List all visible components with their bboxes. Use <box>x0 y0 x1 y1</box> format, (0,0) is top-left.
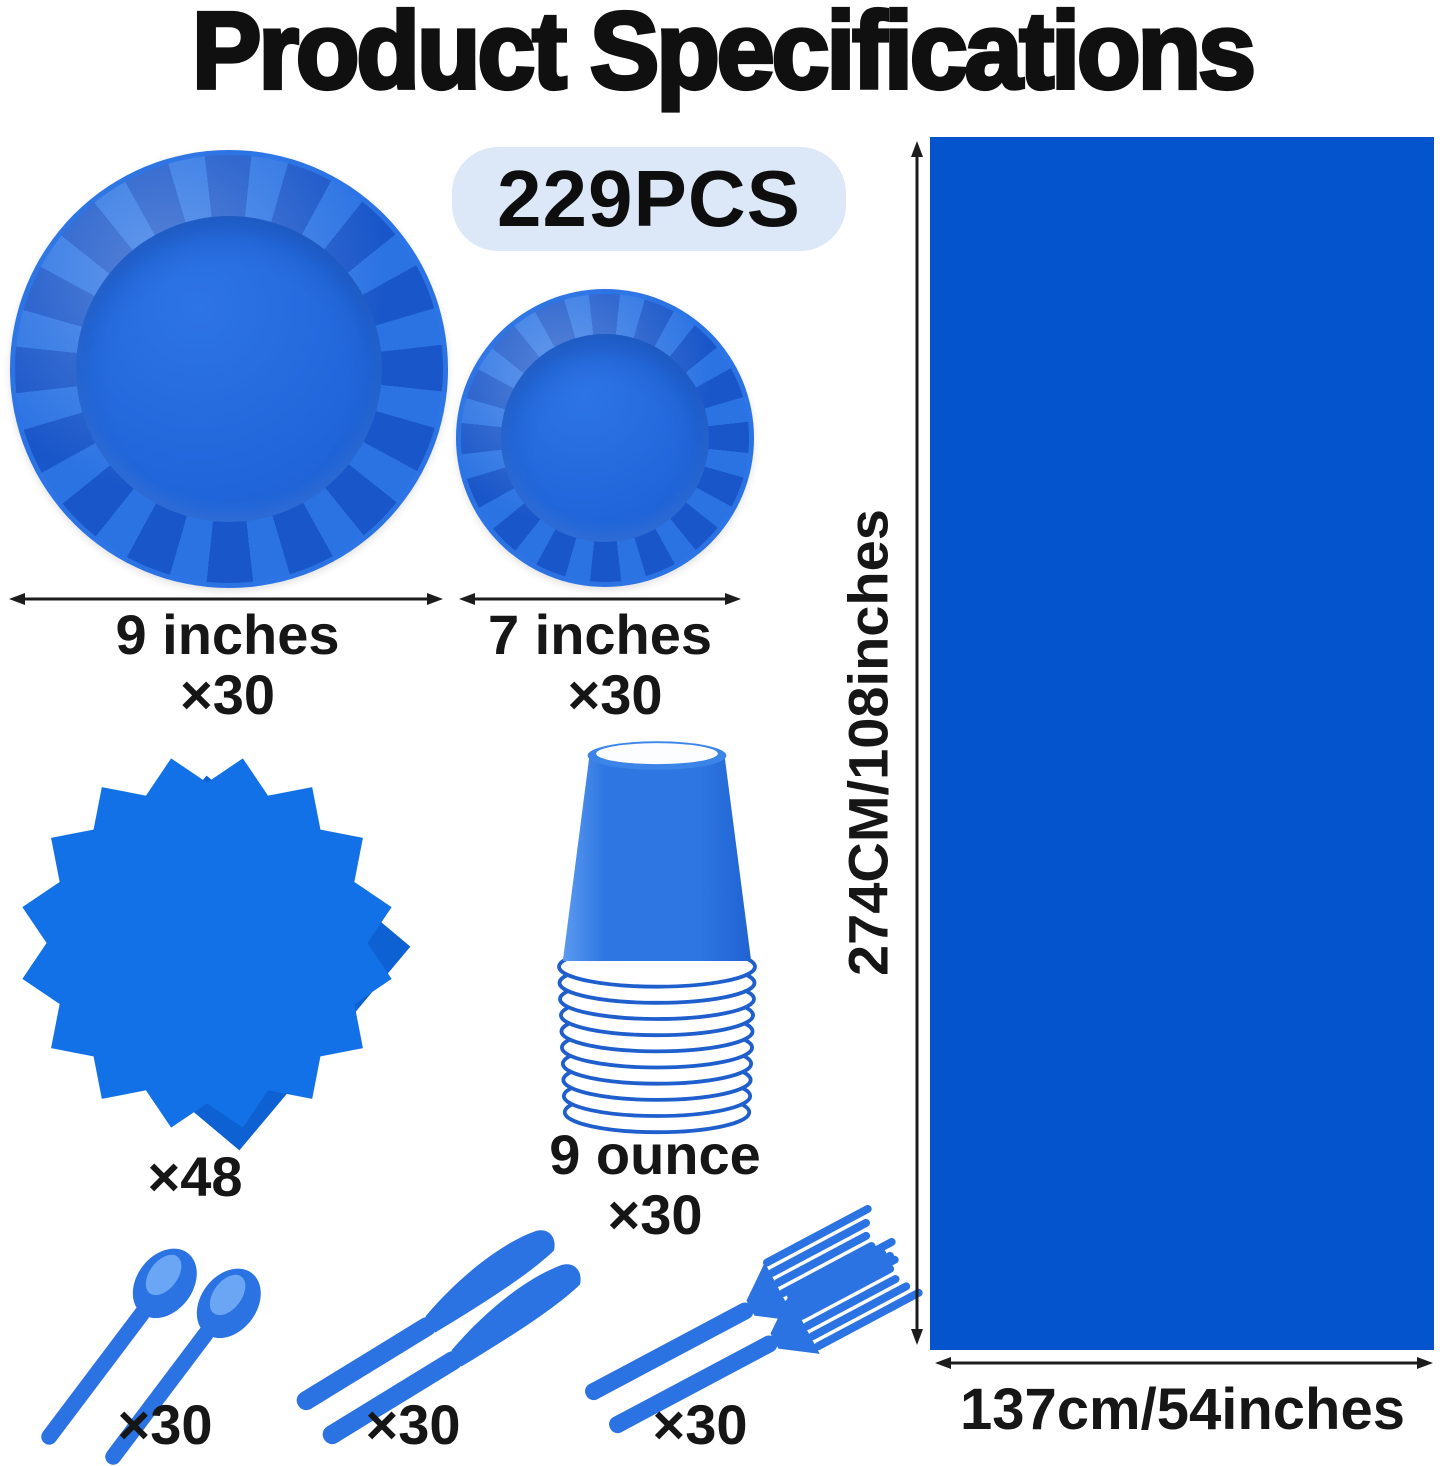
small-plate-size-label: 7 inches <box>487 603 713 666</box>
small-plate-graphic <box>456 289 754 587</box>
small-plate-count-label: ×30 <box>567 663 663 726</box>
piece-count-label: 229PCS <box>497 154 801 243</box>
tablecloth-width-arrow <box>935 1357 1433 1369</box>
small-plate-center <box>500 333 710 543</box>
tablecloth-graphic <box>930 137 1434 1350</box>
large-plate-count-label: ×30 <box>180 663 275 726</box>
cup-stack-graphic <box>557 741 757 1135</box>
tablecloth-width-label: 137cm/54inches <box>960 1377 1405 1442</box>
page-title: Product Specifications <box>190 0 1258 114</box>
small-plate-width-arrow <box>459 593 741 605</box>
large-plate-graphic <box>10 150 448 588</box>
piece-count-badge: 229PCS <box>452 147 846 251</box>
cups-size-label: 9 ounce <box>549 1123 761 1186</box>
large-plate-width-arrow <box>9 593 443 605</box>
knives-count-label: ×30 <box>365 1393 461 1456</box>
spoons-count-label: ×30 <box>117 1393 213 1456</box>
napkins-count-label: ×48 <box>147 1145 243 1208</box>
napkins-graphic <box>12 740 411 1150</box>
large-plate-size-label: 9 inches <box>115 603 340 666</box>
tablecloth-length-label: 274CM/108inches <box>836 509 900 977</box>
cups-count-label: ×30 <box>607 1183 703 1246</box>
spoons-graphic <box>41 1248 261 1465</box>
tablecloth-length-arrow <box>911 141 923 1345</box>
forks-count-label: ×30 <box>652 1393 748 1456</box>
large-plate-center <box>75 215 383 523</box>
forks-graphic <box>585 1205 923 1434</box>
knives-graphic <box>296 1230 581 1445</box>
napkin-sheet <box>51 786 363 1099</box>
